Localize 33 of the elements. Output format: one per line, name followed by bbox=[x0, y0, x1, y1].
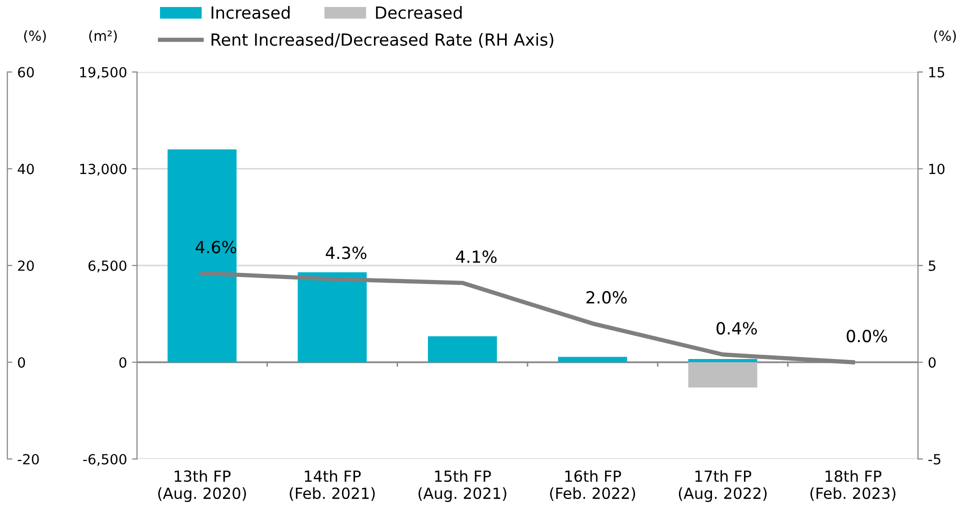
x-tick-label: 14th FP (Feb. 2021) bbox=[290, 470, 375, 501]
y-axis-title: (m²) bbox=[89, 30, 117, 43]
data-label: 2.0% bbox=[586, 291, 627, 304]
y3-tick-label: 60 bbox=[18, 66, 34, 78]
x-tick-label: 18th FP (Feb. 2023) bbox=[810, 470, 896, 501]
x-tick-label: 15th FP (Aug. 2021) bbox=[418, 470, 506, 502]
legend-label: Rent Increased/Decreased Rate (RH Axis) bbox=[212, 33, 554, 48]
x-tick-label: 13th FP (Aug. 2020) bbox=[158, 470, 246, 502]
y2-tick-label: 15 bbox=[929, 67, 944, 78]
y3-tick-label: -20 bbox=[18, 454, 39, 464]
x-tick-label: 16th FP (Feb. 2022) bbox=[550, 470, 636, 501]
y2-tick-label: 0 bbox=[928, 357, 936, 368]
y-tick-label: -6,500 bbox=[83, 454, 126, 466]
y2-axis-title: (%) bbox=[934, 30, 956, 43]
y-tick-label: 6,500 bbox=[88, 260, 126, 272]
data-label: 4.6% bbox=[196, 240, 236, 254]
y3-tick-label: 0 bbox=[18, 357, 25, 368]
y3-tick-label: 40 bbox=[18, 164, 34, 174]
legend-label: Increased bbox=[212, 6, 290, 19]
y2-tick-label: -5 bbox=[928, 454, 940, 464]
data-label: 4.1% bbox=[456, 250, 497, 264]
data-label: 0.0% bbox=[846, 330, 888, 342]
y-tick-label: 0 bbox=[119, 357, 126, 368]
legend-label: Decreased bbox=[376, 6, 462, 19]
data-label: 0.4% bbox=[716, 322, 757, 335]
y2-tick-label: 5 bbox=[928, 260, 936, 271]
y-tick-label: 13,000 bbox=[80, 164, 126, 176]
y3-axis-title: (%) bbox=[24, 30, 46, 43]
y3-tick-label: 20 bbox=[18, 260, 34, 271]
x-tick-label: 17th FP (Aug. 2022) bbox=[678, 470, 767, 502]
y-tick-label: 19,500 bbox=[80, 66, 126, 79]
y2-tick-label: 10 bbox=[929, 164, 944, 174]
data-label: 4.3% bbox=[326, 246, 366, 260]
